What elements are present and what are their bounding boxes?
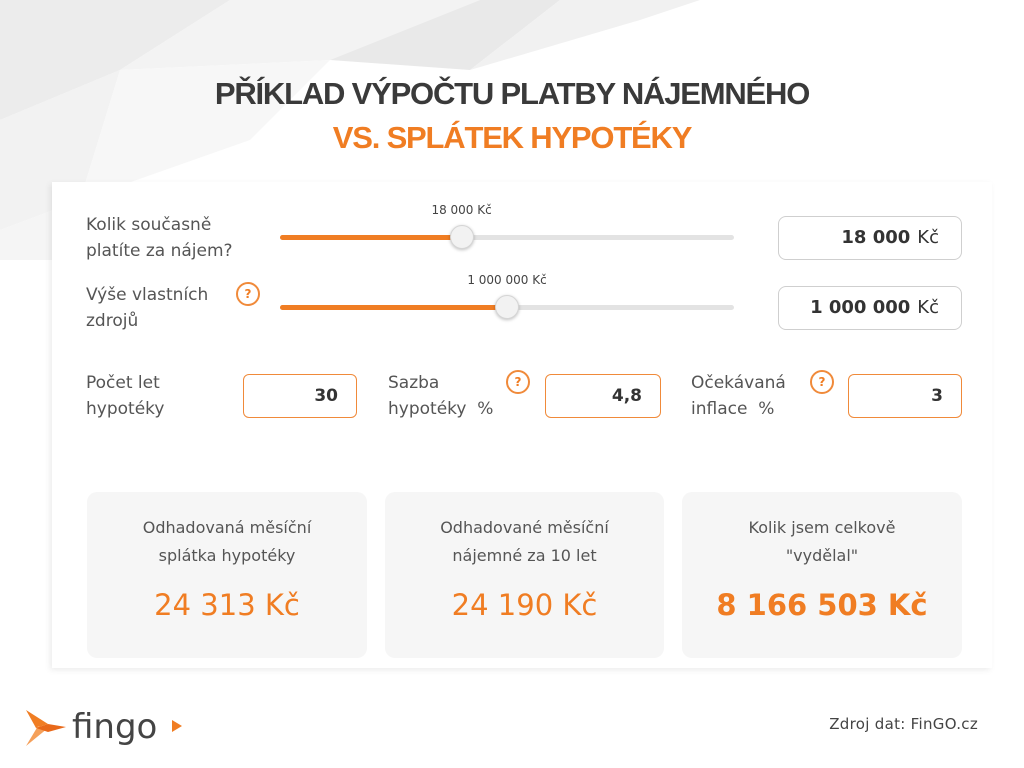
page-title: PŘÍKLAD VÝPOČTU PLATBY NÁJEMNÉHO VS. SPL… xyxy=(0,76,1024,156)
rate-label-line-1: Sazba xyxy=(388,373,440,393)
inflation-input[interactable]: 3 xyxy=(848,374,962,418)
own-funds-label: Výše vlastních zdrojů xyxy=(86,282,208,334)
result-value: 24 190 Kč xyxy=(451,588,598,622)
result-label-line-1: Odhadované měsíční xyxy=(440,518,609,537)
rent-slider[interactable]: 18 000 Kč xyxy=(280,203,734,253)
rent-value: 18 000 xyxy=(841,227,911,248)
title-line-2: VS. SPLÁTEK HYPOTÉKY xyxy=(332,120,693,155)
inflation-label-line-2: inflace % xyxy=(691,399,775,419)
rate-input[interactable]: 4,8 xyxy=(545,374,661,418)
result-label-line-2: nájemné za 10 let xyxy=(452,546,597,565)
title-line-1: PŘÍKLAD VÝPOČTU PLATBY NÁJEMNÉHO xyxy=(214,76,810,111)
own-funds-slider[interactable]: 1 000 000 Kč xyxy=(280,273,734,323)
rate-label: Sazba hypotéky % xyxy=(388,370,493,422)
rent-input[interactable]: 18 000 Kč xyxy=(778,216,962,260)
result-label: Odhadovaná měsíční splátka hypotéky xyxy=(87,514,367,570)
own-funds-label-line-1: Výše vlastních xyxy=(86,285,209,305)
result-card-mortgage: Odhadovaná měsíční splátka hypotéky 24 3… xyxy=(87,492,367,658)
data-source-note: Zdroj dat: FinGO.cz xyxy=(829,715,978,733)
fingo-logo-text: fingo xyxy=(72,707,157,747)
own-funds-value: 1 000 000 xyxy=(810,297,911,318)
rent-label: Kolik současně platíte za nájem? xyxy=(86,212,233,264)
inflation-label: Očekávaná inflace % xyxy=(691,370,786,422)
rent-slider-handle[interactable] xyxy=(449,225,474,249)
play-icon xyxy=(172,720,182,732)
result-card-rent: Odhadované měsíční nájemné za 10 let 24 … xyxy=(385,492,664,658)
own-funds-input[interactable]: 1 000 000 Kč xyxy=(778,286,962,330)
years-input[interactable]: 30 xyxy=(243,374,357,418)
result-value: 24 313 Kč xyxy=(154,588,300,622)
own-funds-slider-handle[interactable] xyxy=(495,295,519,319)
result-label-line-1: Kolik jsem celkově xyxy=(748,518,896,537)
rate-help-icon[interactable]: ? xyxy=(506,370,530,394)
rent-slider-fill xyxy=(280,235,462,240)
own-funds-help-icon[interactable]: ? xyxy=(236,282,260,306)
inflation-help-icon[interactable]: ? xyxy=(810,370,834,394)
geometric-background xyxy=(0,0,700,260)
years-label: Počet let hypotéky xyxy=(86,370,164,422)
years-label-line-1: Počet let xyxy=(86,373,160,393)
rent-slider-value-label: 18 000 Kč xyxy=(431,203,492,217)
result-value: 8 166 503 Kč xyxy=(716,588,928,622)
rent-label-line-2: platíte za nájem? xyxy=(86,241,233,261)
years-label-line-2: hypotéky xyxy=(86,399,165,419)
own-funds-slider-fill xyxy=(280,305,507,310)
rent-label-line-1: Kolik současně xyxy=(86,215,212,235)
result-label: Odhadované měsíční nájemné za 10 let xyxy=(385,514,664,570)
result-label-line-2: splátka hypotéky xyxy=(158,546,296,565)
fingo-logo: fingo xyxy=(26,707,182,747)
result-label-line-2: "vydělal" xyxy=(785,546,859,565)
own-funds-label-line-2: zdrojů xyxy=(86,311,139,331)
result-label: Kolik jsem celkově "vydělal" xyxy=(682,514,962,570)
result-label-line-1: Odhadovaná měsíční xyxy=(142,518,312,537)
rent-slider-track[interactable] xyxy=(280,235,734,240)
own-funds-slider-value-label: 1 000 000 Kč xyxy=(467,273,547,287)
own-funds-unit: Kč xyxy=(917,297,939,318)
result-card-earned: Kolik jsem celkově "vydělal" 8 166 503 K… xyxy=(682,492,962,658)
inflation-label-line-1: Očekávaná xyxy=(691,373,786,393)
rent-unit: Kč xyxy=(917,227,939,248)
rate-label-line-2: hypotéky % xyxy=(388,399,494,419)
